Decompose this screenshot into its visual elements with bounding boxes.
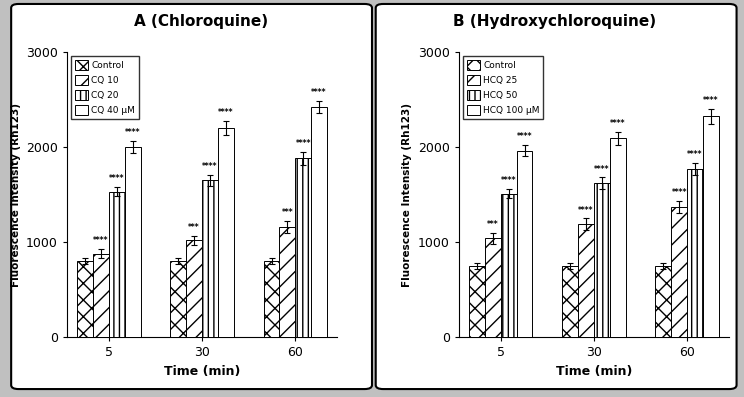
- Bar: [610, 138, 626, 337]
- Text: ***: ***: [281, 208, 293, 218]
- Text: ****: ****: [109, 174, 124, 183]
- Text: ****: ****: [687, 150, 703, 159]
- Text: ****: ****: [93, 236, 109, 245]
- Legend: Control, CQ 10, CQ 20, CQ 40 μM: Control, CQ 10, CQ 20, CQ 40 μM: [71, 56, 139, 119]
- Text: ****: ****: [295, 139, 311, 148]
- Text: ***: ***: [188, 223, 200, 232]
- Bar: [170, 261, 186, 337]
- Text: ****: ****: [703, 96, 719, 105]
- Text: ****: ****: [672, 189, 687, 197]
- Text: ****: ****: [594, 165, 609, 173]
- Text: ****: ****: [202, 162, 218, 171]
- Y-axis label: Fluorescence Intensity (Rh123): Fluorescence Intensity (Rh123): [403, 102, 412, 287]
- Text: A (Chloroquine): A (Chloroquine): [134, 14, 268, 29]
- Bar: [311, 107, 327, 337]
- Bar: [109, 192, 125, 337]
- Bar: [594, 183, 610, 337]
- Text: ****: ****: [311, 89, 327, 97]
- Text: ****: ****: [218, 108, 234, 118]
- Bar: [703, 116, 719, 337]
- Bar: [93, 254, 109, 337]
- Bar: [501, 194, 516, 337]
- Bar: [469, 266, 485, 337]
- Bar: [516, 151, 533, 337]
- Text: ****: ****: [610, 119, 626, 128]
- Bar: [671, 207, 687, 337]
- Bar: [687, 169, 703, 337]
- Bar: [186, 240, 202, 337]
- Y-axis label: Fluorescence Intensity (Rh123): Fluorescence Intensity (Rh123): [10, 102, 21, 287]
- X-axis label: Time (min): Time (min): [164, 365, 240, 378]
- Bar: [295, 158, 311, 337]
- Text: ***: ***: [487, 220, 498, 229]
- Bar: [202, 180, 218, 337]
- X-axis label: Time (min): Time (min): [556, 365, 632, 378]
- Text: ****: ****: [501, 176, 516, 185]
- Bar: [125, 147, 141, 337]
- Bar: [562, 266, 578, 337]
- Bar: [218, 128, 234, 337]
- Bar: [578, 224, 594, 337]
- Text: ****: ****: [125, 128, 141, 137]
- Text: B (Hydroxychloroquine): B (Hydroxychloroquine): [452, 14, 656, 29]
- Bar: [485, 238, 501, 337]
- Bar: [263, 261, 280, 337]
- Bar: [77, 261, 93, 337]
- Bar: [280, 227, 295, 337]
- Text: ****: ****: [517, 132, 532, 141]
- Text: ****: ****: [578, 206, 594, 214]
- Bar: [655, 266, 671, 337]
- Legend: Control, HCQ 25, HCQ 50, HCQ 100 μM: Control, HCQ 25, HCQ 50, HCQ 100 μM: [464, 56, 543, 119]
